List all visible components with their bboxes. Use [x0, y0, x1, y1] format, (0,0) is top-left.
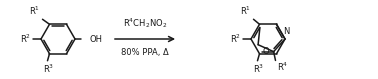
- Text: R$^3$: R$^3$: [43, 63, 54, 75]
- Text: R$^3$: R$^3$: [253, 63, 264, 75]
- Text: R$^1$: R$^1$: [29, 5, 40, 17]
- Text: R$^4$CH$_2$NO$_2$: R$^4$CH$_2$NO$_2$: [123, 16, 167, 30]
- Text: 80% PPA, Δ: 80% PPA, Δ: [121, 48, 169, 57]
- Text: R$^2$: R$^2$: [230, 33, 241, 45]
- Text: R$^2$: R$^2$: [20, 33, 31, 45]
- Text: O: O: [262, 47, 269, 56]
- Text: R$^4$: R$^4$: [277, 61, 288, 73]
- Text: OH: OH: [89, 35, 102, 44]
- Text: N: N: [283, 27, 289, 36]
- Text: R$^1$: R$^1$: [240, 5, 251, 17]
